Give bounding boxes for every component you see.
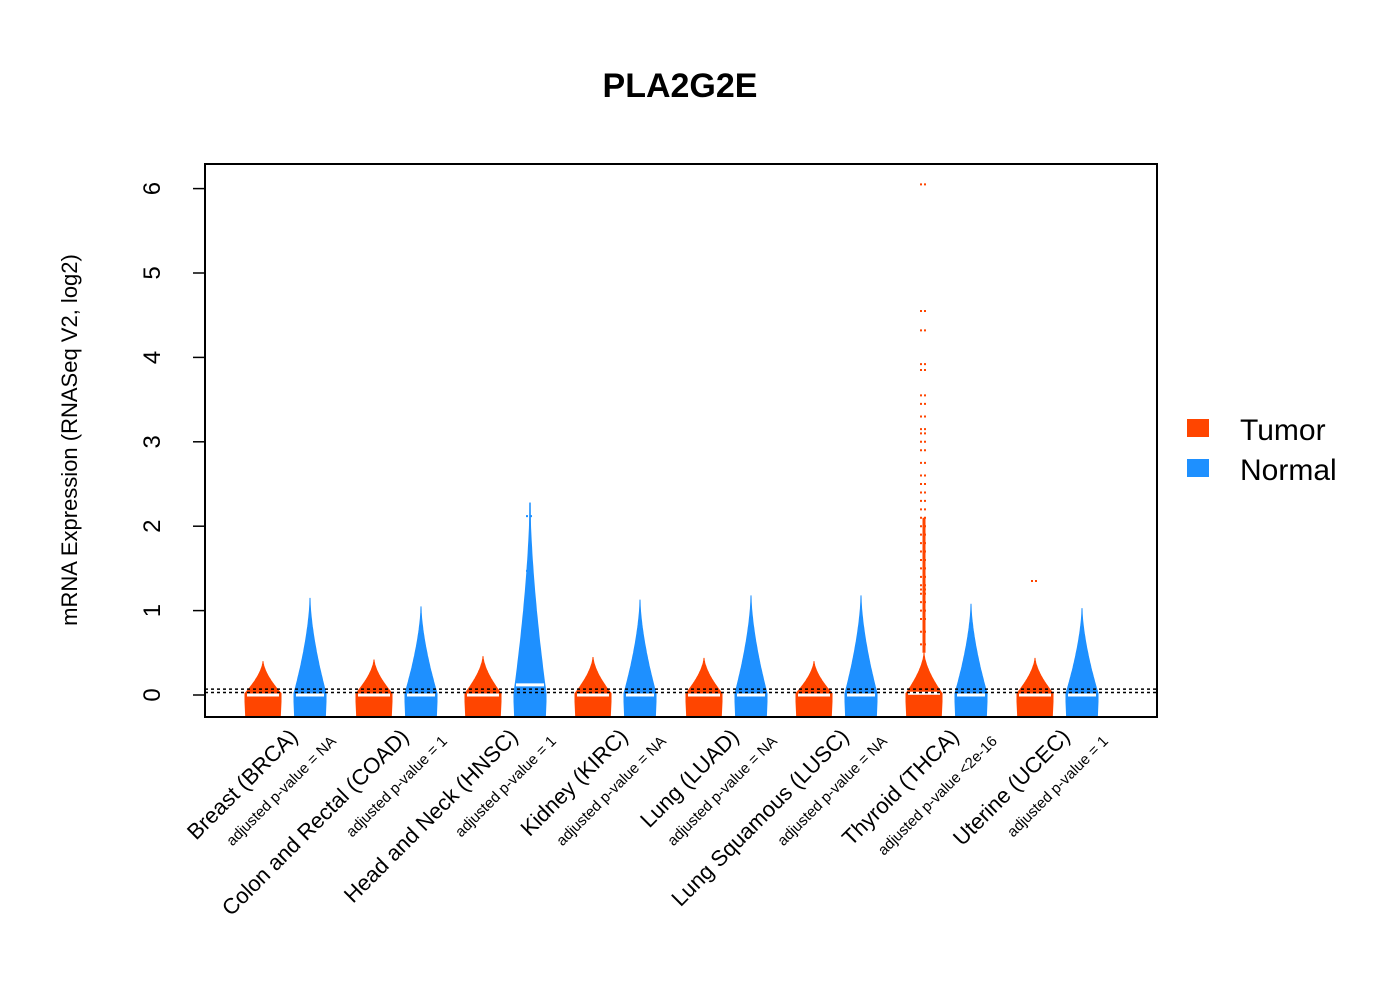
category-group xyxy=(464,502,547,717)
normal-violin xyxy=(623,599,657,717)
plot-area xyxy=(205,183,1157,717)
normal-legend-swatch xyxy=(1187,459,1209,477)
legend: Tumor Normal xyxy=(1187,414,1337,487)
y-tick-label: 5 xyxy=(139,266,166,279)
tumor-violin xyxy=(795,661,833,717)
tumor-violin xyxy=(464,656,502,717)
plot-frame xyxy=(204,163,1158,718)
normal-violin xyxy=(513,502,547,717)
y-axis: 0 1 2 3 4 5 6 xyxy=(139,182,205,702)
y-tick-label: 1 xyxy=(139,604,166,617)
normal-violin xyxy=(954,603,988,717)
x-axis-labels: Breast (BRCA)adjusted p-value = NAColon … xyxy=(182,724,1112,921)
chart-title: PLA2G2E xyxy=(603,67,758,105)
y-tick-label: 0 xyxy=(139,688,166,701)
category-group xyxy=(244,597,327,717)
normal-violin xyxy=(404,606,438,717)
normal-violin xyxy=(293,597,327,717)
y-tick-label: 3 xyxy=(139,435,166,448)
tumor-violin xyxy=(905,652,943,717)
normal-violin xyxy=(734,595,768,717)
category-group xyxy=(795,595,878,717)
category-group xyxy=(1016,580,1099,717)
y-tick-label: 4 xyxy=(139,351,166,364)
tumor-legend-label: Tumor xyxy=(1240,414,1326,447)
category-group xyxy=(905,183,988,717)
category-group xyxy=(685,595,768,717)
category-group xyxy=(574,599,657,717)
normal-violin xyxy=(1065,608,1099,717)
y-tick-label: 6 xyxy=(139,182,166,195)
tumor-violin xyxy=(244,661,282,717)
tumor-legend-swatch xyxy=(1187,419,1209,437)
normal-legend-label: Normal xyxy=(1240,454,1337,487)
y-axis-label: mRNA Expression (RNASeq V2, log2) xyxy=(57,254,82,626)
tumor-violin xyxy=(685,657,723,717)
tumor-violin xyxy=(574,656,612,717)
y-tick-label: 2 xyxy=(139,520,166,533)
tumor-violin xyxy=(1016,657,1054,717)
tumor-violin xyxy=(355,659,393,717)
category-group xyxy=(355,606,438,717)
normal-violin xyxy=(844,595,878,717)
